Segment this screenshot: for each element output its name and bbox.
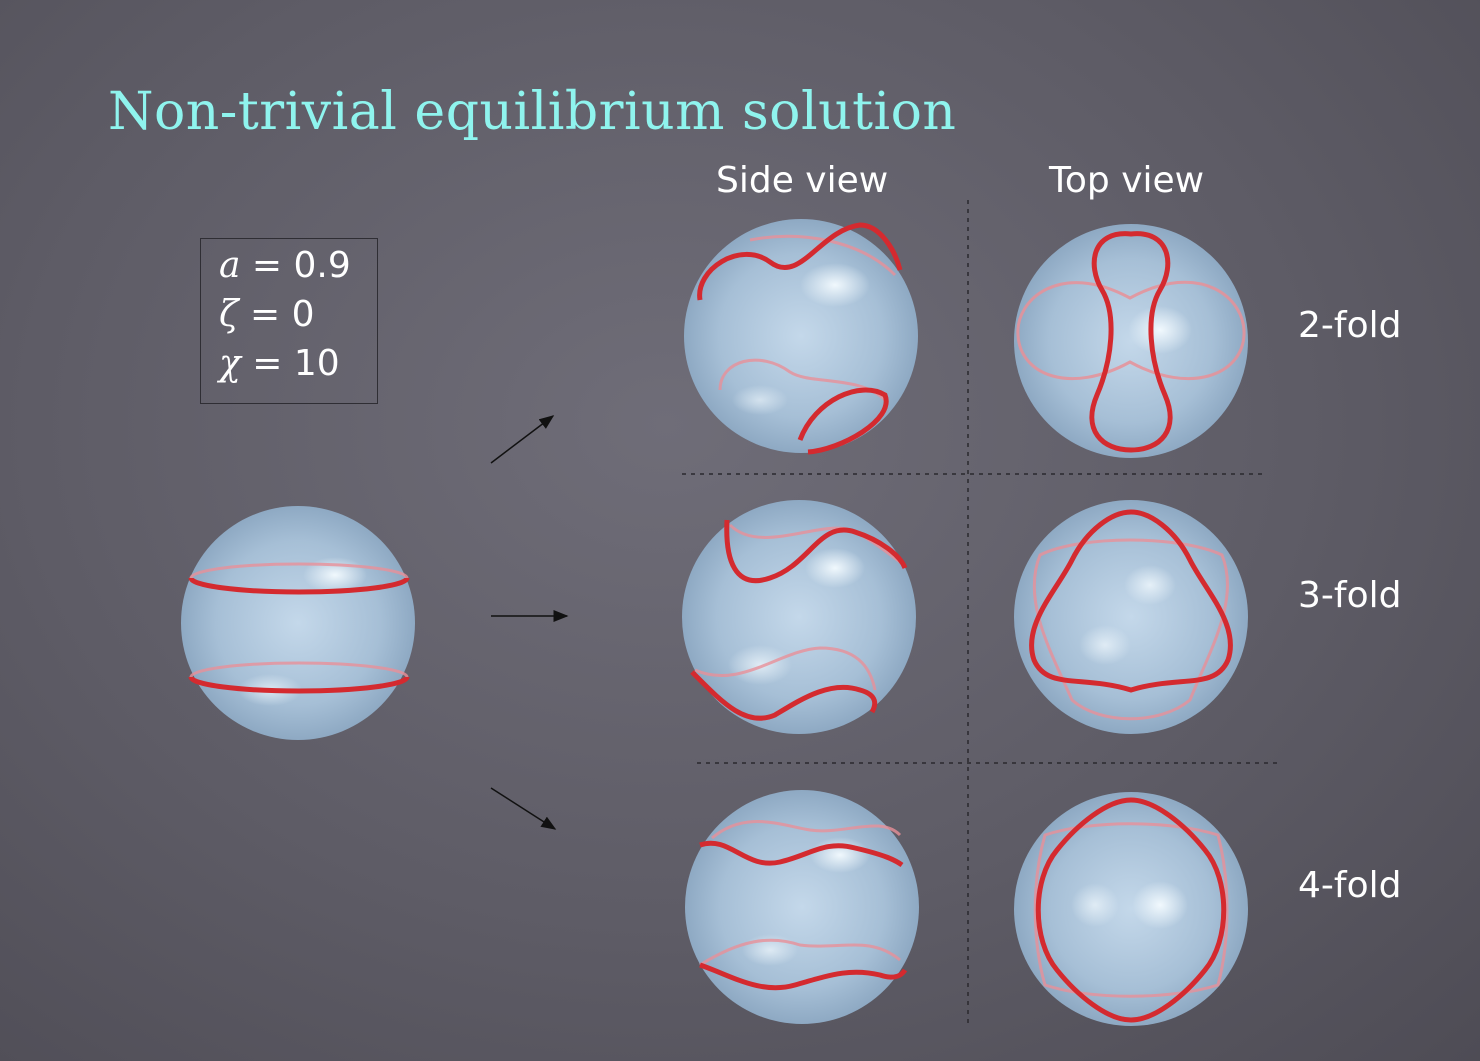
param-chi-symbol: χ — [219, 343, 241, 384]
arrows — [490, 415, 569, 830]
param-chi-value: = 10 — [252, 343, 340, 384]
sphere-3fold-top — [1014, 500, 1248, 734]
top-view-header: Top view — [1049, 160, 1205, 201]
param-zeta-value: = 0 — [249, 294, 315, 335]
sphere-2fold-top — [1014, 224, 1248, 458]
initial-sphere — [181, 506, 415, 740]
parameter-box: a = 0.9 ζ = 0 χ = 10 — [200, 238, 378, 404]
label-2fold: 2-fold — [1298, 305, 1402, 346]
label-4fold: 4-fold — [1298, 865, 1402, 906]
sphere-2fold-side — [684, 219, 918, 455]
sphere-4fold-top — [1014, 792, 1248, 1026]
arrow-up — [490, 415, 555, 464]
param-a-symbol: a — [219, 245, 241, 286]
page-title: Non-trivial equilibrium solution — [108, 82, 957, 142]
param-chi: χ = 10 — [219, 343, 340, 384]
sphere-4fold-side — [685, 790, 919, 1024]
param-a-value: = 0.9 — [251, 245, 351, 286]
side-view-header: Side view — [716, 160, 889, 201]
sphere-3fold-side — [682, 500, 916, 734]
param-zeta-symbol: ζ — [219, 294, 239, 335]
param-zeta: ζ = 0 — [219, 294, 314, 335]
arrow-down — [490, 787, 557, 830]
label-3fold: 3-fold — [1298, 575, 1402, 616]
param-a: a = 0.9 — [219, 245, 351, 286]
grid-lines — [682, 200, 1278, 1025]
